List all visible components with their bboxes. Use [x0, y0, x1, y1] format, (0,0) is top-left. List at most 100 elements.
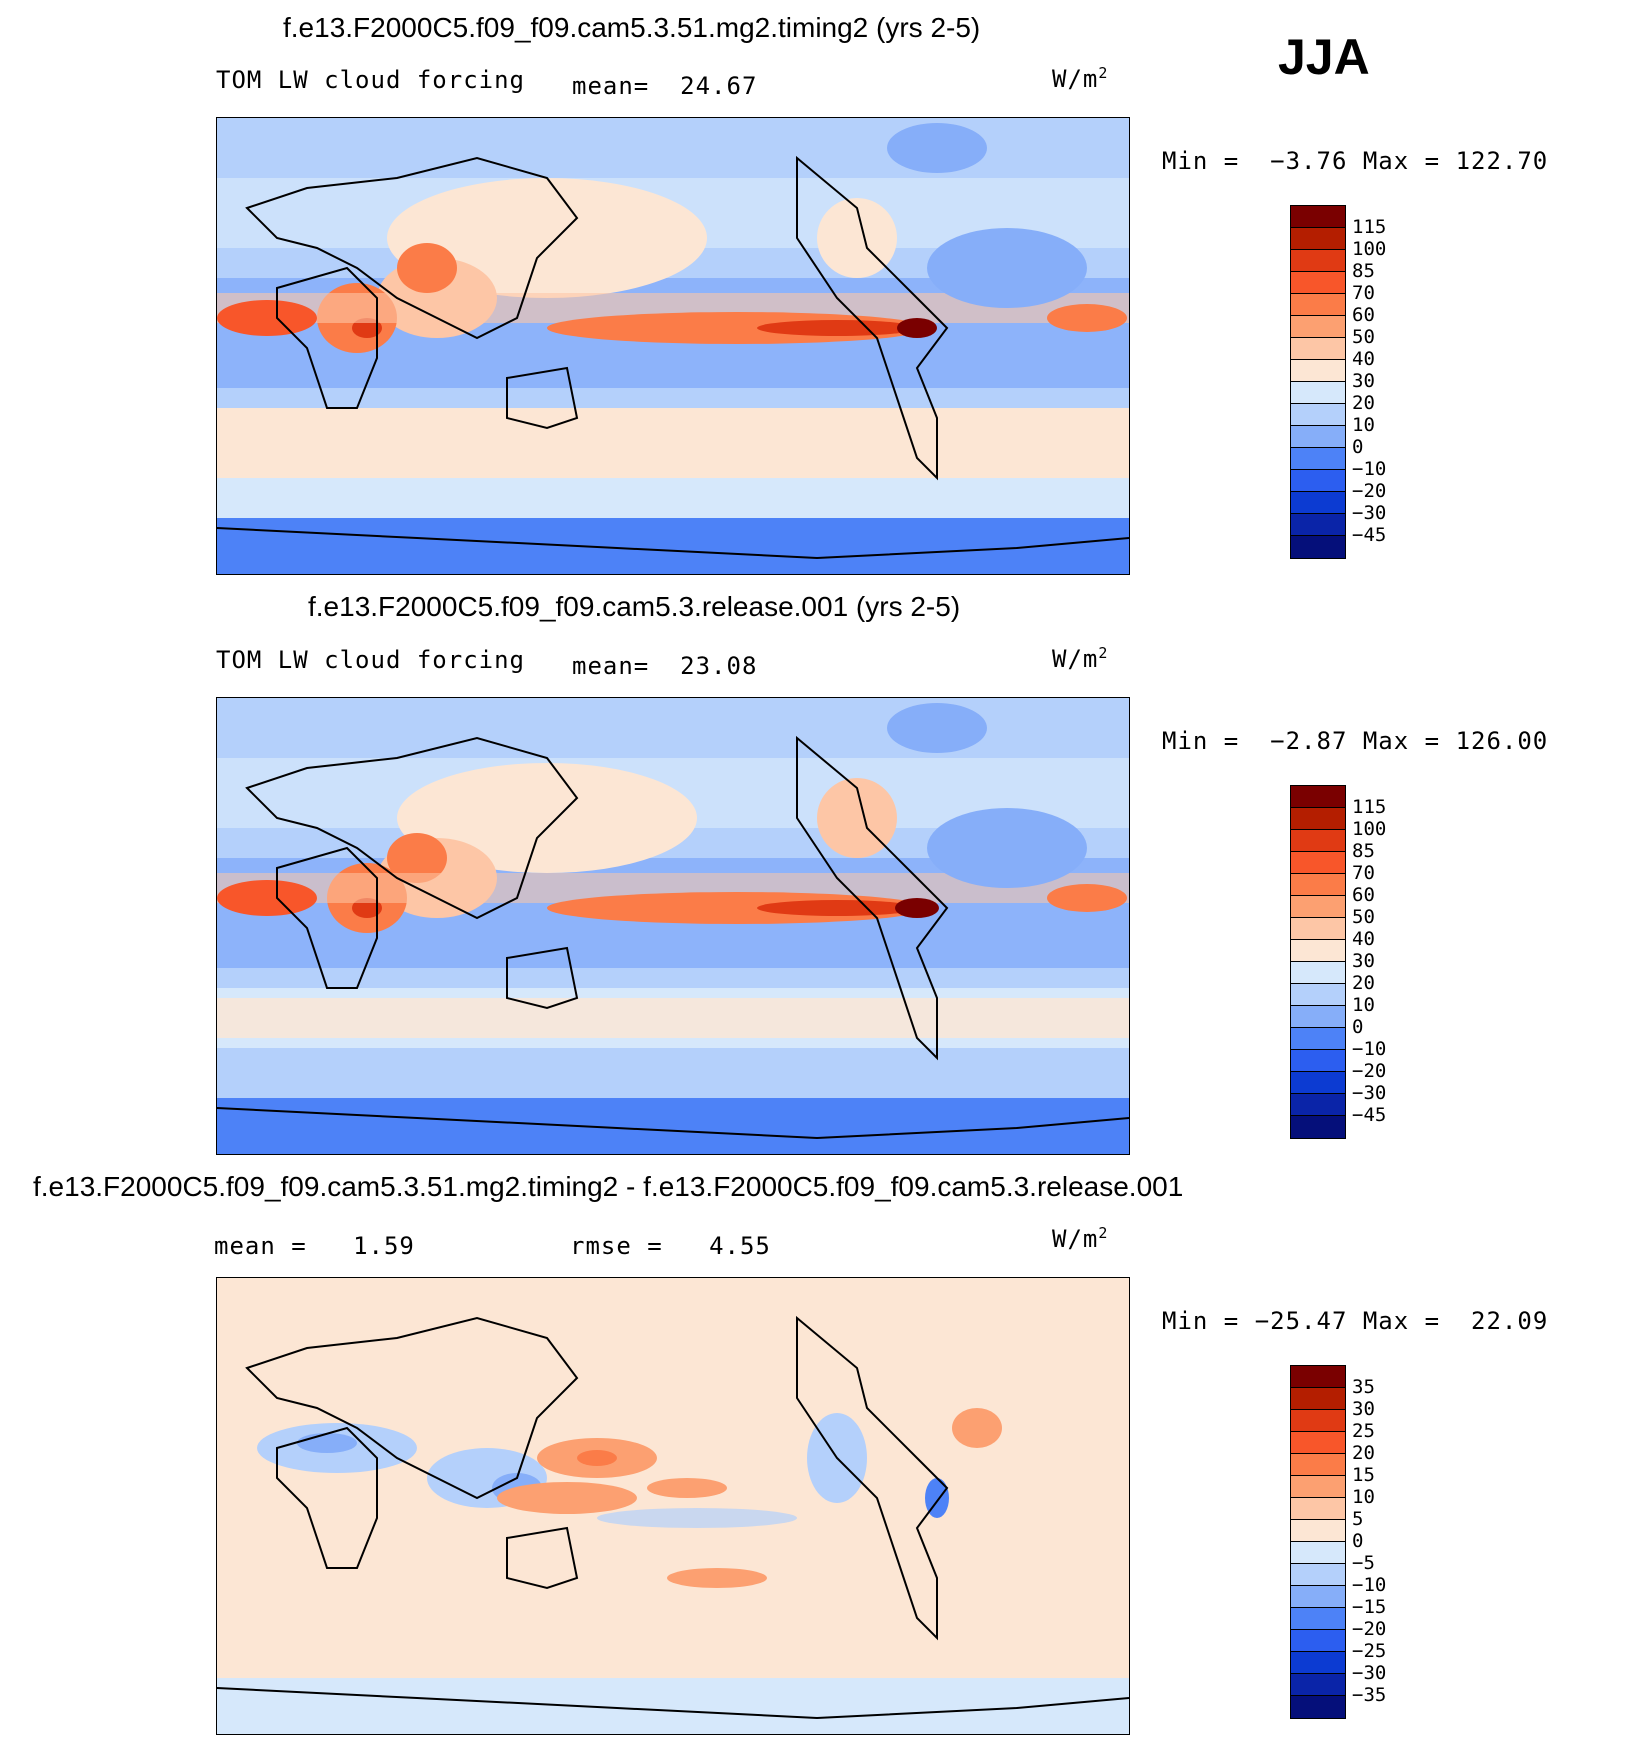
panel-2-units: W/m2	[1052, 644, 1108, 673]
colorbar-label: −45	[1352, 524, 1387, 546]
colorbar-swatch	[1291, 786, 1345, 808]
colorbar-swatch	[1291, 1564, 1345, 1586]
colorbar-swatch	[1291, 1028, 1345, 1050]
colorbar-swatch	[1291, 1410, 1345, 1432]
panel-1-colorbar	[1290, 205, 1346, 559]
panel-2-max-label: Max =	[1362, 727, 1441, 755]
colorbar-label: 115	[1352, 216, 1387, 238]
colorbar-label: 10	[1352, 1486, 1375, 1508]
panel-2-stat1-label: mean=	[572, 652, 650, 680]
colorbar-label: 60	[1352, 304, 1375, 326]
colorbar-swatch	[1291, 206, 1345, 228]
panel-3-stat1-label: mean =	[214, 1232, 307, 1260]
colorbar-swatch	[1291, 1476, 1345, 1498]
colorbar-swatch	[1291, 250, 1345, 272]
panel-1-minmax: Min = −3.76 Max = 122.70	[1162, 147, 1548, 175]
panel-1-title: f.e13.F2000C5.f09_f09.cam5.3.51.mg2.timi…	[283, 12, 981, 43]
colorbar-label: 40	[1352, 348, 1375, 370]
colorbar-label: 35	[1352, 1376, 1375, 1398]
colorbar-label: 25	[1352, 1420, 1375, 1442]
panel-2-minmax: Min = −2.87 Max = 126.00	[1162, 727, 1548, 755]
colorbar-label: −10	[1352, 458, 1387, 480]
colorbar-label: −30	[1352, 502, 1387, 524]
colorbar-swatch	[1291, 1586, 1345, 1608]
colorbar-swatch	[1291, 830, 1345, 852]
panel-3-units-sup: 2	[1098, 1224, 1109, 1242]
colorbar-label: 85	[1352, 840, 1375, 862]
colorbar-swatch	[1291, 1388, 1345, 1410]
colorbar-swatch	[1291, 316, 1345, 338]
colorbar-label: 100	[1352, 818, 1387, 840]
colorbar-label: 0	[1352, 436, 1364, 458]
colorbar-label: 20	[1352, 392, 1375, 414]
panel-3-max-label: Max =	[1362, 1307, 1441, 1335]
season-label: JJA	[1278, 29, 1370, 85]
panel-3-stat1: mean = 1.59	[214, 1232, 415, 1260]
colorbar-label: 20	[1352, 1442, 1375, 1464]
colorbar-label: −20	[1352, 480, 1387, 502]
colorbar-swatch	[1291, 1674, 1345, 1696]
colorbar-swatch	[1291, 228, 1345, 250]
colorbar-label: 30	[1352, 370, 1375, 392]
colorbar-swatch	[1291, 1696, 1345, 1718]
panel-2-stat1: mean= 23.08	[572, 652, 757, 680]
panel-1-stat1-value: 24.67	[680, 72, 758, 100]
panel-3-units: W/m2	[1052, 1224, 1108, 1253]
panel-2-min-value: −2.87	[1270, 727, 1348, 755]
panel-3-minmax: Min = −25.47 Max = 22.09	[1162, 1307, 1548, 1335]
panel-3-map	[216, 1277, 1130, 1735]
colorbar-swatch	[1291, 896, 1345, 918]
colorbar-label: 15	[1352, 1464, 1375, 1486]
colorbar-label: 40	[1352, 928, 1375, 950]
colorbar-swatch	[1291, 984, 1345, 1006]
colorbar-label: 0	[1352, 1530, 1364, 1552]
colorbar-label: −25	[1352, 1640, 1387, 1662]
panel-1-max-value: 122.70	[1455, 147, 1549, 175]
colorbar-label: 70	[1352, 282, 1375, 304]
colorbar-swatch	[1291, 1432, 1345, 1454]
panel-2-stat1-value: 23.08	[680, 652, 758, 680]
panel-2-units-text: W/m	[1052, 645, 1099, 673]
colorbar-swatch	[1291, 1072, 1345, 1094]
colorbar-swatch	[1291, 404, 1345, 426]
colorbar-label: −45	[1352, 1104, 1387, 1126]
colorbar-swatch	[1291, 1366, 1345, 1388]
colorbar-label: 70	[1352, 862, 1375, 884]
panel-3-max-value: 22.09	[1471, 1307, 1549, 1335]
colorbar-swatch	[1291, 1520, 1345, 1542]
colorbar-swatch	[1291, 426, 1345, 448]
panel-3-min-label: Min =	[1162, 1307, 1240, 1335]
colorbar-label: −30	[1352, 1662, 1387, 1684]
colorbar-label: 0	[1352, 1016, 1364, 1038]
panel-1-units-sup: 2	[1098, 64, 1109, 82]
colorbar-swatch	[1291, 1542, 1345, 1564]
panel-1-map	[216, 117, 1130, 575]
colorbar-swatch	[1291, 1498, 1345, 1520]
colorbar-swatch	[1291, 272, 1345, 294]
colorbar-label: 20	[1352, 972, 1375, 994]
panel-1-units: W/m2	[1052, 64, 1108, 93]
colorbar-swatch	[1291, 492, 1345, 514]
panel-3-stat1-value: 1.59	[353, 1232, 415, 1260]
colorbar-label: −20	[1352, 1618, 1387, 1640]
colorbar-label: 115	[1352, 796, 1387, 818]
colorbar-swatch	[1291, 536, 1345, 558]
colorbar-label: −20	[1352, 1060, 1387, 1082]
colorbar-swatch	[1291, 1116, 1345, 1138]
panel-3-title: f.e13.F2000C5.f09_f09.cam5.3.51.mg2.timi…	[33, 1171, 1184, 1202]
colorbar-swatch	[1291, 338, 1345, 360]
colorbar-label: 100	[1352, 238, 1387, 260]
colorbar-swatch	[1291, 470, 1345, 492]
colorbar-swatch	[1291, 918, 1345, 940]
colorbar-label: 30	[1352, 950, 1375, 972]
colorbar-swatch	[1291, 1630, 1345, 1652]
colorbar-swatch	[1291, 360, 1345, 382]
colorbar-label: 50	[1352, 326, 1375, 348]
colorbar-swatch	[1291, 294, 1345, 316]
colorbar-swatch	[1291, 1454, 1345, 1476]
panel-1-units-text: W/m	[1052, 65, 1099, 93]
colorbar-label: 30	[1352, 1398, 1375, 1420]
colorbar-label: −10	[1352, 1038, 1387, 1060]
colorbar-label: 5	[1352, 1508, 1364, 1530]
colorbar-label: 10	[1352, 994, 1375, 1016]
